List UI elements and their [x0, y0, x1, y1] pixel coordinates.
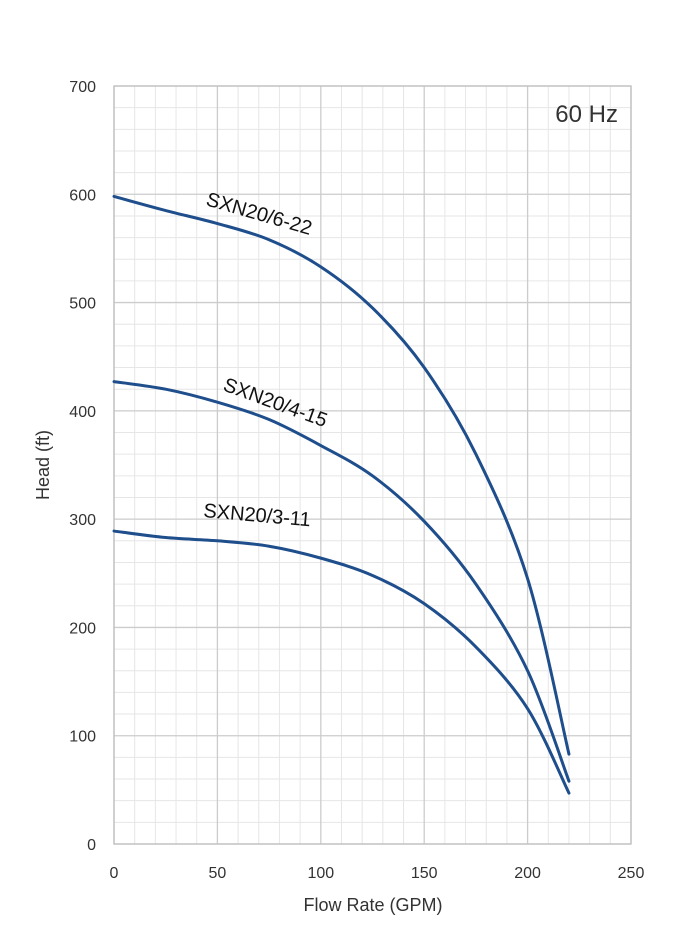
y-tick-label: 600 — [69, 187, 96, 204]
y-tick-labels: 0 100 200 300 400 500 600 700 — [69, 79, 96, 854]
y-tick-label: 200 — [69, 620, 96, 637]
y-tick-label: 100 — [69, 729, 96, 746]
frequency-annotation: 60 Hz — [555, 101, 618, 128]
y-tick-label: 400 — [69, 404, 96, 421]
x-tick-label: 200 — [514, 865, 541, 882]
series-line-sxn20-6-22 — [112, 194, 571, 756]
grid — [113, 85, 632, 845]
x-tick-labels: 0 50 100 150 200 250 — [110, 865, 645, 882]
x-tick-label: 150 — [411, 865, 438, 882]
y-tick-label: 300 — [69, 512, 96, 529]
y-axis-title: Head (ft) — [33, 430, 53, 500]
series-label: SXN20/3-11 — [203, 500, 312, 531]
x-tick-label: 50 — [209, 865, 227, 882]
series-lines — [112, 194, 571, 795]
x-tick-label: 0 — [110, 865, 119, 882]
series-line-sxn20-3-11 — [112, 529, 571, 795]
y-tick-label: 0 — [87, 837, 96, 854]
axes — [113, 85, 632, 845]
x-tick-label: 250 — [618, 865, 645, 882]
series-line-sxn20-4-15 — [112, 380, 571, 783]
y-tick-label: 700 — [69, 79, 96, 96]
plot-frame — [113, 85, 632, 845]
x-tick-label: 100 — [307, 865, 334, 882]
x-axis-title: Flow Rate (GPM) — [303, 895, 442, 915]
y-tick-label: 500 — [69, 296, 96, 313]
